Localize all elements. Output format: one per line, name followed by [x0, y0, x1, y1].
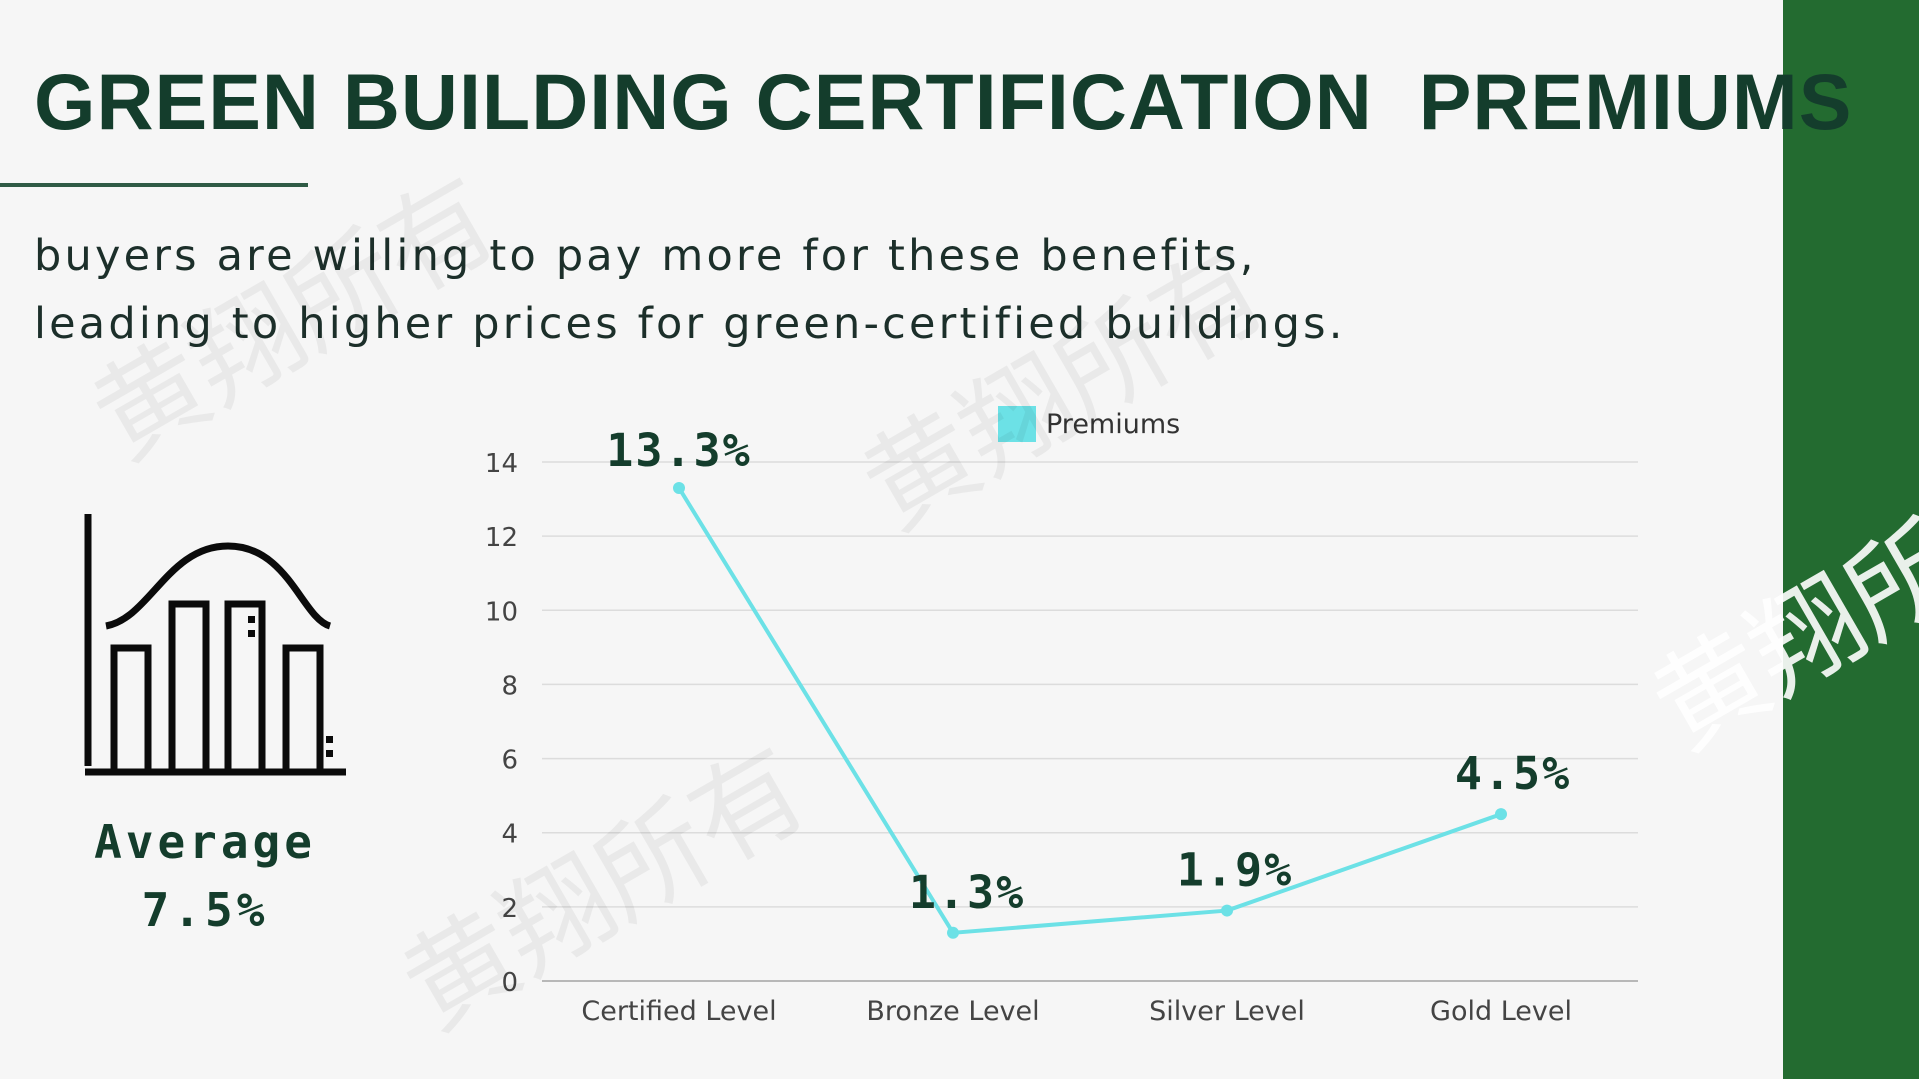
average-label: Average [94, 815, 316, 869]
average-value: 7.5% [141, 883, 269, 937]
y-tick-label-14: 14 [485, 449, 518, 479]
data-point [1221, 904, 1233, 917]
bar-curve-chart-icon [84, 514, 346, 776]
y-axis-ticks: 0 2 4 6 8 10 12 14 [485, 449, 518, 998]
y-tick-label-2: 2 [501, 894, 518, 924]
series-line-premiums [677, 486, 1502, 935]
x-axis-categories: Certified Level Bronze Level Silver Level G… [581, 996, 1572, 1027]
subtitle: buyers are willing to pay more for these… [34, 222, 1346, 358]
data-labels: 13.3% 1.3% 1.9% 4.5% [606, 424, 1571, 919]
series-premiums [673, 481, 1507, 939]
data-label: 13.3% [606, 424, 751, 477]
data-point [1495, 808, 1507, 821]
subtitle-line-2: leading to higher prices for green-certi… [34, 299, 1346, 349]
y-tick-label-12: 12 [485, 523, 518, 553]
legend-swatch [998, 406, 1036, 442]
slide-title: GREEN BUILDING CERTIFICATION PREMIUMS [34, 57, 1853, 146]
y-tick-label-6: 6 [501, 746, 518, 776]
average-summary: Average 7.5% [60, 808, 350, 944]
legend: Premiums [998, 406, 1180, 442]
grid-lines [542, 461, 1638, 982]
subtitle-line-1: buyers are willing to pay more for these… [34, 231, 1257, 281]
data-point [947, 926, 959, 939]
legend-label-premiums: Premiums [1046, 409, 1180, 440]
data-label: 4.5% [1455, 747, 1571, 800]
y-tick-label-0: 0 [501, 968, 518, 998]
x-category-label: Gold Level [1430, 996, 1572, 1027]
y-tick-label-10: 10 [485, 597, 518, 627]
data-label: 1.9% [1177, 844, 1293, 897]
x-category-label: Silver Level [1149, 996, 1305, 1027]
data-point [673, 481, 685, 494]
x-category-label: Bronze Level [866, 996, 1039, 1027]
y-tick-label-4: 4 [501, 820, 518, 850]
x-category-label: Certified Level [581, 996, 776, 1027]
y-tick-label-8: 8 [501, 671, 518, 701]
data-label: 1.3% [909, 866, 1025, 919]
accent-band [1783, 0, 1919, 1079]
title-underline [0, 183, 308, 187]
